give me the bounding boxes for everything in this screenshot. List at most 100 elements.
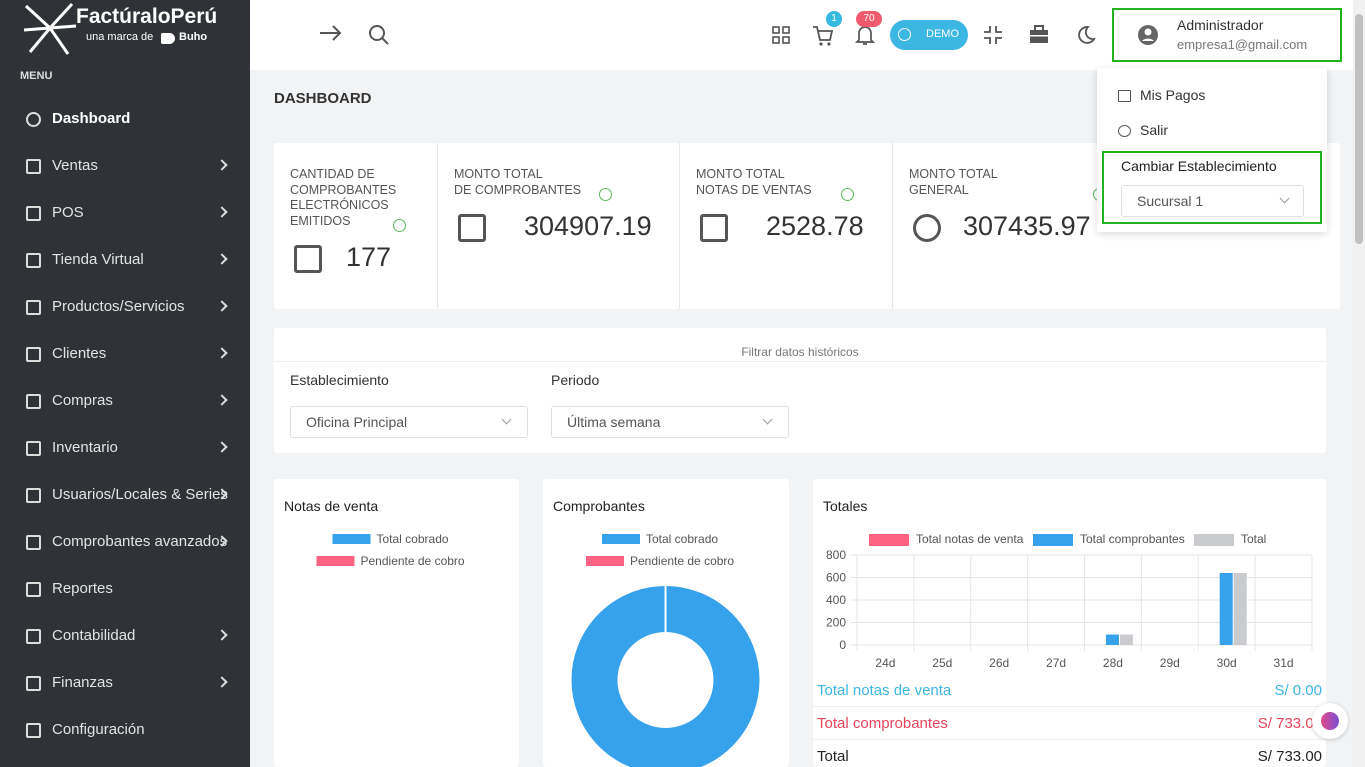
- menu-item[interactable]: Clientes: [0, 334, 250, 374]
- select-arrow: [762, 414, 773, 425]
- chevron: [216, 441, 228, 453]
- search-icon[interactable]: [368, 24, 390, 46]
- demo-button[interactable]: DEMO: [890, 20, 968, 50]
- divider: [892, 143, 893, 309]
- chevron: [216, 253, 228, 265]
- legend-label: Total: [1241, 532, 1266, 546]
- select[interactable]: Oficina Principal: [290, 406, 528, 438]
- menu-item[interactable]: Finanzas: [0, 663, 250, 703]
- menu-item[interactable]: Compras: [0, 381, 250, 421]
- menu-label: Comprobantes avanzados: [52, 533, 228, 550]
- x-tick-label: 28d: [1103, 656, 1123, 670]
- trend-icon: [599, 188, 612, 201]
- partner-icon: [161, 33, 175, 44]
- totals-value: S/ 733.00: [1257, 715, 1322, 732]
- x-tick-label: 25d: [932, 656, 952, 670]
- establishment-select[interactable]: Sucursal 1: [1121, 185, 1304, 217]
- menu-item[interactable]: Tienda Virtual: [0, 240, 250, 280]
- menu-icon: [26, 535, 41, 550]
- page-title: DASHBOARD: [274, 90, 372, 107]
- establishment-title: Cambiar Establecimiento: [1121, 158, 1277, 174]
- expand-icon[interactable]: [318, 22, 342, 44]
- menu-icon: [26, 206, 41, 221]
- menu-item[interactable]: Reportes: [0, 569, 250, 609]
- select-value: Sucursal 1: [1137, 193, 1204, 209]
- legend-label: Total notas de venta: [916, 532, 1024, 546]
- menu-item[interactable]: Contabilidad: [0, 616, 250, 656]
- menu-item[interactable]: Configuración: [0, 710, 250, 750]
- totals-value: S/ 733.00: [1257, 748, 1322, 765]
- user-dropdown: Mis Pagos Salir Cambiar Establecimiento Suc…: [1097, 68, 1327, 232]
- dropdown-label: Salir: [1140, 122, 1169, 138]
- chart: Total cobrado Pendiente de cobro: [571, 532, 760, 767]
- chevron: [216, 676, 228, 688]
- menu-item[interactable]: Comprobantes avanzados: [0, 522, 250, 562]
- menu-label: Dashboard: [52, 110, 131, 127]
- scrollbar-thumb[interactable]: [1355, 14, 1363, 244]
- menu-label: Contabilidad: [52, 627, 136, 644]
- chart: Total cobrado Pendiente de cobro: [316, 532, 465, 568]
- apps-icon[interactable]: [772, 26, 790, 44]
- cart-icon[interactable]: [812, 25, 834, 47]
- brand: FactúraloPerú: [76, 5, 218, 28]
- divider: [437, 143, 438, 309]
- topbar: 1 70 DEMO Administrador empresa1@gmail.com: [250, 0, 1353, 70]
- menu-icon: [26, 347, 41, 362]
- stat-label: ELECTRÓNICOS: [290, 198, 389, 212]
- menu-item[interactable]: Ventas: [0, 146, 250, 186]
- logo-icon: [23, 2, 77, 55]
- bar: [1105, 634, 1119, 645]
- stat-label: GENERAL: [909, 182, 969, 197]
- menu-label: Inventario: [52, 439, 118, 456]
- divider: [679, 143, 680, 309]
- chevron: [216, 629, 228, 641]
- user-email: empresa1@gmail.com: [1177, 37, 1308, 52]
- menu-item[interactable]: Inventario: [0, 428, 250, 468]
- stat-label: NOTAS DE VENTAS: [696, 182, 812, 197]
- dropdown-item[interactable]: Mis Pagos: [1097, 83, 1327, 109]
- establishment-highlight: [1102, 151, 1322, 224]
- x-tick-label: 24d: [875, 656, 895, 670]
- menu-icon: [26, 488, 41, 503]
- chart-title: Totales: [823, 498, 868, 514]
- legend-swatch: [1033, 534, 1073, 546]
- select[interactable]: Última semana: [551, 406, 789, 438]
- menu-label: Ventas: [52, 157, 98, 174]
- totals-value: S/ 0.00: [1274, 682, 1322, 699]
- user-avatar[interactable]: [1137, 24, 1159, 46]
- y-tick-label: 600: [826, 571, 846, 585]
- chevron: [216, 347, 228, 359]
- y-tick-label: 200: [826, 616, 846, 630]
- stat-icon: [913, 214, 941, 242]
- totals-label: Total comprobantes: [817, 715, 948, 732]
- menu-item[interactable]: POS: [0, 193, 250, 233]
- stat-value: 304907.19: [524, 211, 652, 241]
- briefcase-icon[interactable]: [1028, 24, 1050, 46]
- menu-icon: [26, 159, 41, 174]
- legend-swatch: [586, 556, 624, 566]
- menu-item[interactable]: Dashboard: [0, 99, 250, 139]
- legend-label: Total cobrado: [377, 532, 449, 546]
- x-tick-label: 26d: [989, 656, 1009, 670]
- compress-icon[interactable]: [983, 25, 1003, 45]
- dropdown-item[interactable]: Salir: [1097, 118, 1327, 144]
- chart-title: Notas de venta: [284, 498, 379, 514]
- bell-icon[interactable]: [855, 24, 875, 46]
- stats-card: CANTIDAD DE COMPROBANTES ELECTRÓNICOS EMITI…: [274, 143, 1340, 309]
- legend-swatch: [602, 534, 640, 544]
- assistant-button[interactable]: [1312, 703, 1348, 739]
- dropdown-label: Mis Pagos: [1140, 87, 1206, 103]
- y-tick-label: 0: [839, 638, 846, 652]
- chart: Total notas de venta Total comprobantes To…: [826, 532, 1313, 670]
- select-value: Última semana: [567, 414, 661, 430]
- stat-label: CANTIDAD DE: [290, 167, 375, 181]
- dark-mode-icon[interactable]: [1074, 24, 1096, 46]
- menu-item[interactable]: Usuarios/Locales & Series: [0, 475, 250, 515]
- user-name: Administrador: [1177, 17, 1264, 33]
- menu-label: POS: [52, 204, 84, 221]
- stat-value: 2528.78: [766, 211, 864, 241]
- y-tick-label: 400: [826, 593, 846, 607]
- menu-item[interactable]: Productos/Servicios: [0, 287, 250, 327]
- bar: [1219, 573, 1233, 645]
